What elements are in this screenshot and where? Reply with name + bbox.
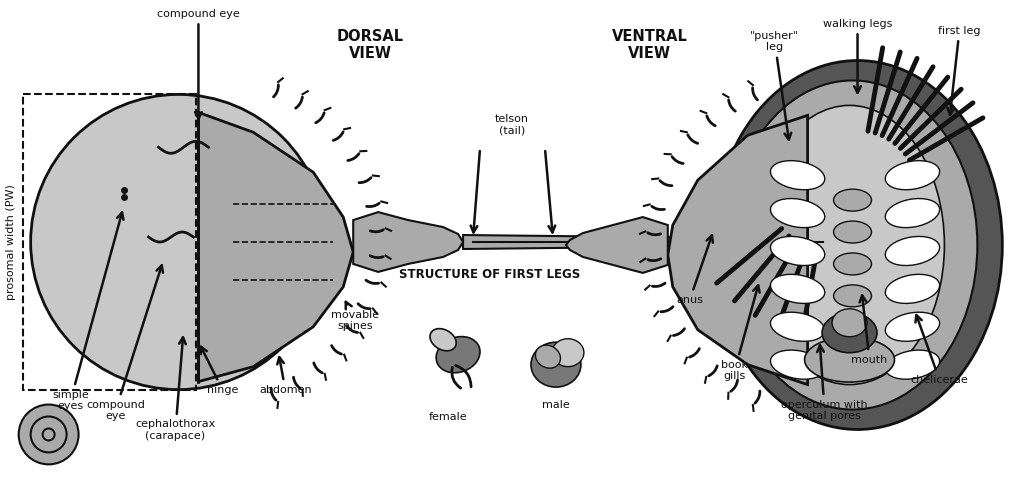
Ellipse shape bbox=[886, 312, 940, 341]
Text: "pusher"
leg: "pusher" leg bbox=[751, 31, 799, 140]
Text: abdomen: abdomen bbox=[259, 357, 311, 395]
Text: VENTRAL
VIEW: VENTRAL VIEW bbox=[612, 29, 688, 61]
Ellipse shape bbox=[886, 161, 940, 190]
Ellipse shape bbox=[430, 328, 456, 351]
Polygon shape bbox=[566, 217, 668, 273]
Ellipse shape bbox=[886, 350, 940, 379]
Text: hinge: hinge bbox=[201, 346, 239, 395]
Text: DORSAL
VIEW: DORSAL VIEW bbox=[337, 29, 403, 61]
Ellipse shape bbox=[833, 309, 867, 337]
Text: simple
eyes: simple eyes bbox=[52, 212, 124, 411]
Polygon shape bbox=[199, 112, 353, 382]
Text: anus: anus bbox=[676, 235, 713, 305]
Text: operculum with
genital pores: operculum with genital pores bbox=[781, 346, 868, 421]
Ellipse shape bbox=[886, 199, 940, 227]
Ellipse shape bbox=[770, 161, 824, 190]
Polygon shape bbox=[463, 235, 838, 249]
Ellipse shape bbox=[834, 285, 871, 307]
Ellipse shape bbox=[834, 189, 871, 211]
Polygon shape bbox=[353, 212, 463, 272]
Ellipse shape bbox=[886, 236, 940, 265]
Text: prosomal width (PW): prosomal width (PW) bbox=[6, 184, 15, 300]
Polygon shape bbox=[668, 115, 808, 385]
Text: mouth: mouth bbox=[851, 295, 888, 365]
Bar bbox=[23, 94, 197, 389]
Ellipse shape bbox=[755, 105, 944, 385]
Text: compound
eye: compound eye bbox=[86, 265, 163, 421]
Ellipse shape bbox=[770, 236, 824, 265]
Text: compound eye: compound eye bbox=[157, 9, 240, 119]
Ellipse shape bbox=[886, 274, 940, 304]
Ellipse shape bbox=[822, 313, 877, 353]
Text: female: female bbox=[429, 411, 467, 422]
Text: walking legs: walking legs bbox=[823, 19, 892, 93]
Text: book
gills: book gills bbox=[721, 285, 760, 381]
Ellipse shape bbox=[713, 61, 1002, 429]
Ellipse shape bbox=[805, 337, 895, 382]
Ellipse shape bbox=[536, 345, 560, 368]
Ellipse shape bbox=[728, 81, 977, 409]
Text: movable
spines: movable spines bbox=[331, 302, 379, 331]
Ellipse shape bbox=[770, 312, 824, 341]
Text: chelicerae: chelicerae bbox=[910, 315, 969, 385]
Text: first leg: first leg bbox=[938, 26, 981, 115]
Text: male: male bbox=[542, 400, 569, 409]
Text: telson
(tail): telson (tail) bbox=[495, 114, 529, 135]
Ellipse shape bbox=[770, 274, 824, 304]
Ellipse shape bbox=[834, 221, 871, 243]
Ellipse shape bbox=[436, 337, 480, 373]
Ellipse shape bbox=[531, 342, 581, 387]
Ellipse shape bbox=[770, 199, 824, 227]
Ellipse shape bbox=[552, 339, 584, 366]
Text: cephalothorax
(carapace): cephalothorax (carapace) bbox=[135, 337, 216, 441]
Text: STRUCTURE OF FIRST LEGS: STRUCTURE OF FIRST LEGS bbox=[399, 268, 581, 281]
Ellipse shape bbox=[31, 94, 327, 389]
Circle shape bbox=[18, 405, 79, 465]
Ellipse shape bbox=[770, 350, 824, 379]
Ellipse shape bbox=[834, 253, 871, 275]
